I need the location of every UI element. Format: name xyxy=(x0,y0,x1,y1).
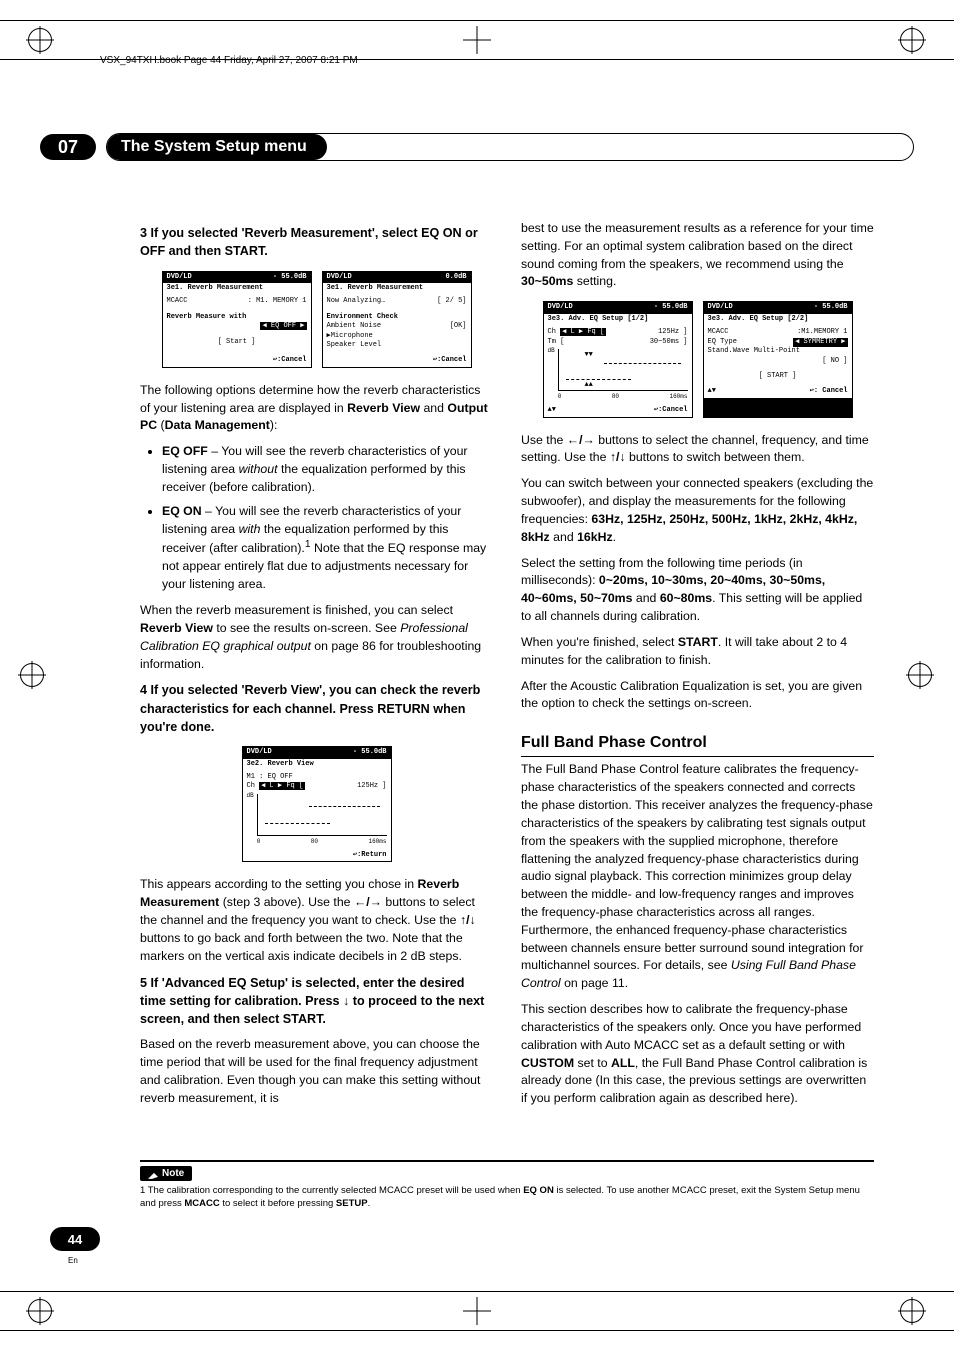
osd-channel-select[interactable]: ◀ L ▶ Fq [ xyxy=(259,782,305,790)
content-columns: 3 If you selected 'Reverb Measurement', … xyxy=(140,220,874,1121)
crosshair-icon xyxy=(463,1297,491,1325)
osd-source: DVD/LD xyxy=(548,303,573,312)
para-start: When you're finished, select START. It w… xyxy=(521,634,874,670)
osd-screen-reverb-measure: DVD/LD- 55.0dB 3e1. Reverb Measurement M… xyxy=(162,271,312,368)
osd-source: DVD/LD xyxy=(708,303,733,312)
osd-cancel[interactable]: ↩:Cancel xyxy=(323,354,471,366)
page-meta-line: VSX_94TXH.book Page 44 Friday, April 27,… xyxy=(100,55,358,66)
right-column: best to use the measurement results as a… xyxy=(521,220,874,1121)
step-3-heading: 3 If you selected 'Reverb Measurement', … xyxy=(140,224,493,261)
osd-channel-select[interactable]: ◀ L ▶ Fq [ xyxy=(560,328,606,336)
para-after-eq: After the Acoustic Calibration Equalizat… xyxy=(521,678,874,714)
osd-cancel[interactable]: ↩:Cancel xyxy=(654,406,688,414)
para-times: Select the setting from the following ti… xyxy=(521,555,874,626)
section-title-bar: The System Setup menu xyxy=(106,133,914,161)
para-step5-desc: Based on the reverb measurement above, y… xyxy=(140,1036,493,1107)
para-frequencies: You can switch between your connected sp… xyxy=(521,475,874,546)
osd-volume: - 55.0dB xyxy=(353,748,387,757)
step-5-heading: 5 If 'Advanced EQ Setup' is selected, en… xyxy=(140,974,493,1029)
page-lang: En xyxy=(68,1256,78,1265)
osd-eqtype-select[interactable]: ◀ SYMMETRY ▶ xyxy=(793,338,847,347)
osd-title: 3e2. Reverb View xyxy=(243,759,391,770)
osd-screen-adv-eq-2: DVD/LD- 55.0dB 3e3. Adv. EQ Setup [2/2] … xyxy=(703,301,853,417)
osd-start-button[interactable]: [ Start ] xyxy=(167,338,307,347)
osd-source: DVD/LD xyxy=(167,273,192,282)
osd-source: DVD/LD xyxy=(247,748,272,757)
crosshair-icon xyxy=(463,26,491,54)
crosshair-icon xyxy=(898,26,926,54)
left-column: 3 If you selected 'Reverb Measurement', … xyxy=(140,220,493,1121)
para-fullband-desc: The Full Band Phase Control feature cali… xyxy=(521,761,874,993)
osd-start-button[interactable]: [ START ] xyxy=(708,372,848,381)
crosshair-icon xyxy=(26,1297,54,1325)
osd-title: 3e1. Reverb Measurement xyxy=(163,283,311,294)
section-title: The System Setup menu xyxy=(107,134,327,160)
list-item: EQ OFF – You will see the reverb charact… xyxy=(162,443,493,496)
osd-nav-icon[interactable]: ▲▼ xyxy=(548,406,556,415)
osd-screen-analyzing: DVD/LD0.0dB 3e1. Reverb Measurement Now … xyxy=(322,271,472,368)
page-number-pill: 44 xyxy=(50,1227,100,1251)
full-band-heading: Full Band Phase Control xyxy=(521,731,874,757)
osd-screen-reverb-view: DVD/LD- 55.0dB 3e2. Reverb View M1 : EQ … xyxy=(242,746,392,862)
crosshair-icon xyxy=(26,26,54,54)
para-reverb-finished: When the reverb measurement is finished,… xyxy=(140,602,493,673)
left-right-arrow-icon: ←/→ xyxy=(354,895,382,909)
eq-option-list: EQ OFF – You will see the reverb charact… xyxy=(162,443,493,594)
section-header: 07 The System Setup menu xyxy=(40,130,914,164)
left-right-arrow-icon: ←/→ xyxy=(567,433,595,447)
para-reverb-options: The following options determine how the … xyxy=(140,382,493,435)
pencil-icon xyxy=(148,1169,158,1179)
osd-cancel[interactable]: ↩: Cancel xyxy=(810,387,848,395)
crosshair-icon xyxy=(906,661,934,689)
osd-volume: - 55.0dB xyxy=(654,303,688,312)
osd-return[interactable]: ↩:Return xyxy=(243,849,391,861)
osd-screen-adv-eq-1: DVD/LD- 55.0dB 3e3. Adv. EQ Setup [1/2] … xyxy=(543,301,693,417)
crosshair-icon xyxy=(898,1297,926,1325)
note-label: Note xyxy=(140,1166,192,1181)
section-number-pill: 07 xyxy=(40,134,96,160)
crosshair-icon xyxy=(18,661,46,689)
step-4-heading: 4 If you selected 'Reverb View', you can… xyxy=(140,681,493,736)
footnote-box: Note 1 The calibration corresponding to … xyxy=(140,1160,874,1211)
screen-pair-1: DVD/LD- 55.0dB 3e1. Reverb Measurement M… xyxy=(140,271,493,368)
osd-volume: 0.0dB xyxy=(445,273,466,282)
reverb-chart xyxy=(257,794,387,836)
osd-source: DVD/LD xyxy=(327,273,352,282)
osd-volume: - 55.0dB xyxy=(273,273,307,282)
up-down-arrow-icon: ↑/↓ xyxy=(610,450,626,464)
para-fullband-calib: This section describes how to calibrate … xyxy=(521,1001,874,1108)
up-down-arrow-icon: ↑/↓ xyxy=(460,913,476,927)
osd-eq-toggle[interactable]: ◀ EQ OFF ▶ xyxy=(260,322,306,330)
list-item: EQ ON – You will see the reverb characte… xyxy=(162,503,493,594)
para-continued: best to use the measurement results as a… xyxy=(521,220,874,291)
screen-pair-2: DVD/LD- 55.0dB 3e3. Adv. EQ Setup [1/2] … xyxy=(521,301,874,417)
osd-cancel[interactable]: ↩:Cancel xyxy=(163,354,311,366)
osd-title: 3e3. Adv. EQ Setup [1/2] xyxy=(544,314,692,325)
osd-volume: - 55.0dB xyxy=(814,303,848,312)
osd-nav-icon[interactable]: ▲▼ xyxy=(708,387,716,396)
eq-chart: ▼▼ ▲▲ xyxy=(558,349,688,391)
para-use-buttons: Use the ←/→ buttons to select the channe… xyxy=(521,432,874,468)
osd-title: 3e3. Adv. EQ Setup [2/2] xyxy=(704,314,852,325)
osd-title: 3e1. Reverb Measurement xyxy=(323,283,471,294)
para-reverb-view-desc: This appears according to the setting yo… xyxy=(140,876,493,965)
footnote-text: 1 The calibration corresponding to the c… xyxy=(140,1185,874,1211)
